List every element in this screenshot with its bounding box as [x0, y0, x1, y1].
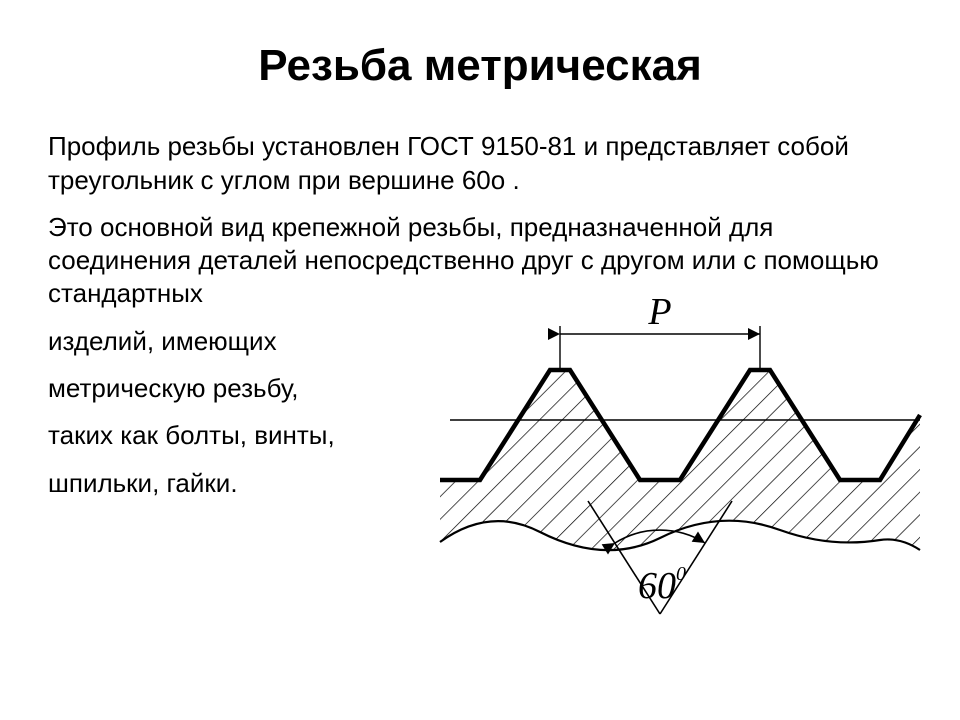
thread-profile-diagram: P 600: [420, 290, 940, 660]
pitch-label: P: [647, 291, 671, 333]
hatched-region: [420, 290, 940, 660]
thread-profile-svg: P 600: [420, 290, 940, 660]
paragraph-1: Профиль резьбы установлен ГОСТ 9150-81 и…: [48, 130, 912, 197]
slide: Резьба метрическая Профиль резьбы устано…: [0, 0, 960, 720]
page-title: Резьба метрическая: [48, 42, 912, 90]
